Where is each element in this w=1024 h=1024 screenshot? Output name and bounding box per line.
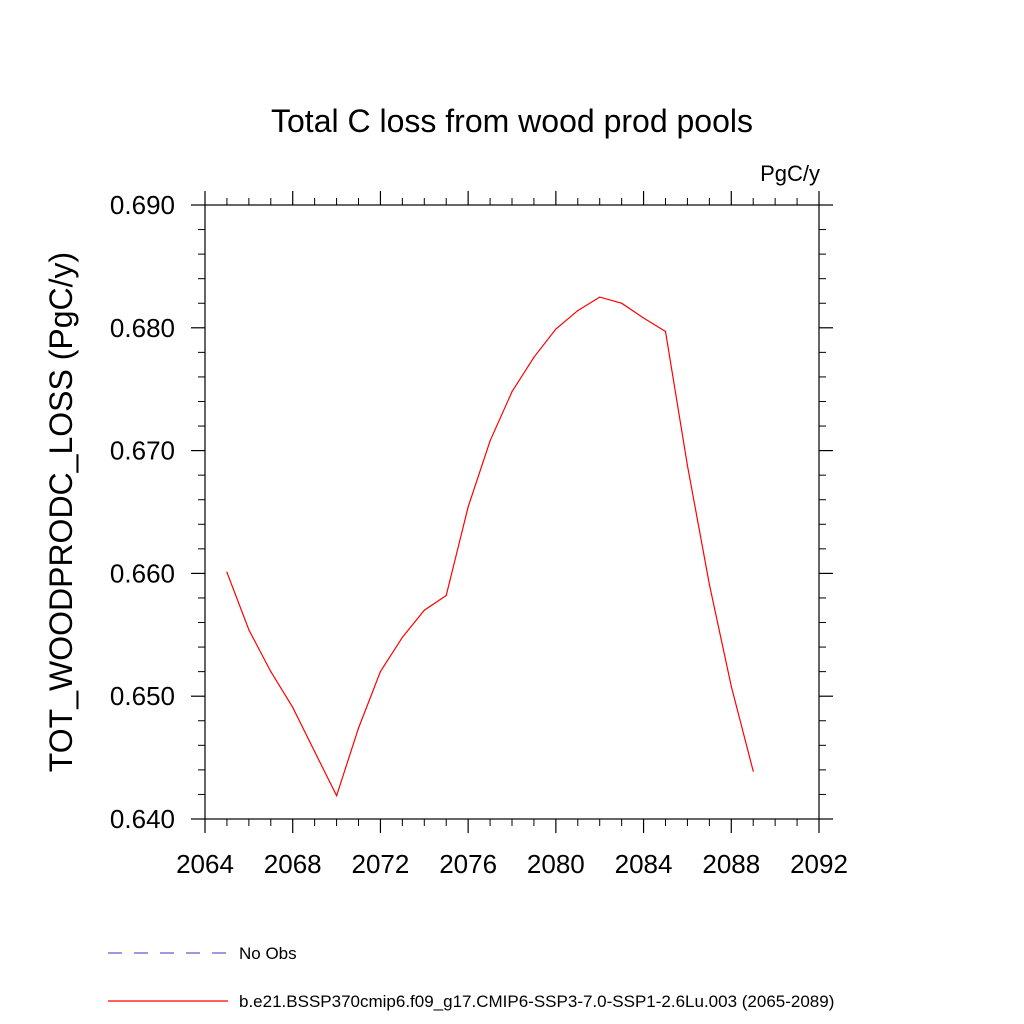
data-point xyxy=(445,594,447,597)
data-point xyxy=(642,317,645,319)
data-point xyxy=(511,391,513,393)
legend: No Obs b.e21.BSSP370cmip6.f09_g17.CMIP6-S… xyxy=(108,944,834,1011)
series-line-1 xyxy=(226,296,754,798)
x-tick-label: 2072 xyxy=(352,849,410,879)
data-point xyxy=(379,671,382,673)
y-tick-label: 0.650 xyxy=(110,681,175,711)
y-tick-label: 0.680 xyxy=(110,313,175,343)
y-axis-label: TOT_WOODPRODC_LOSS (PgC/y) xyxy=(43,252,79,772)
legend-label-1: b.e21.BSSP370cmip6.f09_g17.CMIP6-SSP3-7.… xyxy=(239,992,834,1011)
data-point xyxy=(292,706,294,708)
data-point xyxy=(708,583,710,586)
x-tick-label: 2088 xyxy=(702,849,760,879)
data-point xyxy=(730,685,732,687)
data-point xyxy=(577,310,579,312)
x-tick-label: 2080 xyxy=(527,849,585,879)
data-point xyxy=(335,795,338,797)
y-tick-label: 0.670 xyxy=(110,436,175,466)
data-point xyxy=(664,330,667,333)
legend-label-0: No Obs xyxy=(239,944,297,963)
data-point xyxy=(423,609,425,611)
series-layer xyxy=(226,296,754,798)
data-point xyxy=(555,328,557,330)
plot-frame xyxy=(204,204,820,820)
data-point xyxy=(621,302,623,304)
data-point xyxy=(467,506,469,508)
data-point xyxy=(686,464,689,466)
x-tick-label: 2064 xyxy=(176,849,234,879)
y-tick-label: 0.640 xyxy=(110,804,175,834)
x-tick-label: 2076 xyxy=(439,849,497,879)
data-point xyxy=(226,571,228,573)
data-point xyxy=(314,750,316,753)
x-tick-label: 2092 xyxy=(790,849,848,879)
chart-title: Total C loss from wood prod pools xyxy=(271,103,753,139)
data-point xyxy=(248,629,250,631)
data-point xyxy=(401,636,403,638)
y-tick-label: 0.690 xyxy=(110,190,175,220)
units-label: PgC/y xyxy=(760,161,820,186)
data-point xyxy=(599,296,601,298)
data-point xyxy=(489,440,491,442)
data-point xyxy=(533,356,535,358)
y-tick-label: 0.660 xyxy=(110,558,175,588)
data-point xyxy=(357,727,360,729)
x-tick-label: 2084 xyxy=(615,849,673,879)
data-point xyxy=(270,671,272,673)
data-point xyxy=(752,770,754,772)
x-tick-label: 2068 xyxy=(264,849,322,879)
axis-ticks: 2064 2068 2072 2076 2080 2084 2088 2092 0.640 0.6… xyxy=(110,190,848,879)
